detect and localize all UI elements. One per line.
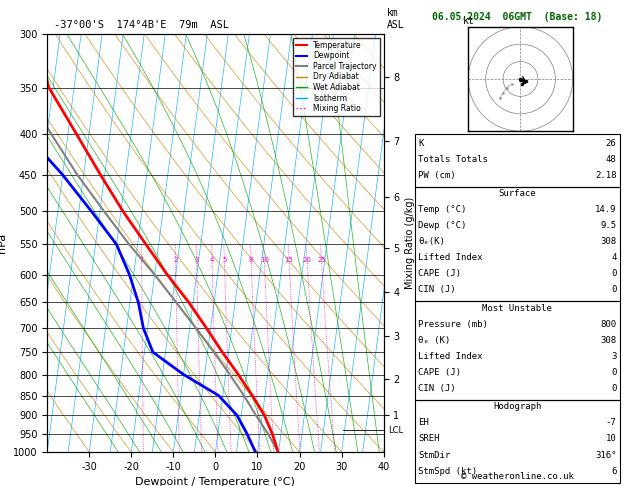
Text: 25: 25 <box>317 257 326 263</box>
Text: CAPE (J): CAPE (J) <box>418 368 461 377</box>
Text: 3: 3 <box>611 352 616 361</box>
Text: CIN (J): CIN (J) <box>418 285 456 295</box>
Text: 800: 800 <box>600 320 616 329</box>
Text: K: K <box>418 139 424 148</box>
Text: 8: 8 <box>249 257 253 263</box>
Text: km
ASL: km ASL <box>387 8 404 30</box>
Text: 308: 308 <box>600 237 616 246</box>
Text: 9.5: 9.5 <box>600 221 616 230</box>
Text: Hodograph: Hodograph <box>493 402 542 412</box>
Text: Lifted Index: Lifted Index <box>418 253 483 262</box>
Text: θₑ(K): θₑ(K) <box>418 237 445 246</box>
Text: StmDir: StmDir <box>418 451 450 460</box>
Text: CIN (J): CIN (J) <box>418 384 456 393</box>
Text: 06.05.2024  06GMT  (Base: 18): 06.05.2024 06GMT (Base: 18) <box>432 12 603 22</box>
Text: 6: 6 <box>611 467 616 476</box>
Text: 10: 10 <box>606 434 616 444</box>
Text: CAPE (J): CAPE (J) <box>418 269 461 278</box>
Text: 3: 3 <box>194 257 199 263</box>
Text: 14.9: 14.9 <box>595 205 616 214</box>
Text: SREH: SREH <box>418 434 440 444</box>
Text: 4: 4 <box>611 253 616 262</box>
Text: 4: 4 <box>210 257 214 263</box>
Text: 0: 0 <box>611 368 616 377</box>
Text: -37°00'S  174°4B'E  79m  ASL: -37°00'S 174°4B'E 79m ASL <box>54 20 229 30</box>
Text: kt: kt <box>463 16 475 26</box>
Text: PW (cm): PW (cm) <box>418 171 456 180</box>
Text: 48: 48 <box>606 155 616 164</box>
Text: -7: -7 <box>606 418 616 428</box>
Text: Temp (°C): Temp (°C) <box>418 205 467 214</box>
Text: 0: 0 <box>611 384 616 393</box>
Text: Most Unstable: Most Unstable <box>482 304 552 313</box>
Text: 0: 0 <box>611 269 616 278</box>
Text: 316°: 316° <box>595 451 616 460</box>
Text: 0: 0 <box>611 285 616 295</box>
Text: 2: 2 <box>174 257 178 263</box>
Text: LCL: LCL <box>388 426 403 435</box>
Text: 10: 10 <box>260 257 269 263</box>
Text: EH: EH <box>418 418 429 428</box>
Text: 5: 5 <box>222 257 226 263</box>
Text: Pressure (mb): Pressure (mb) <box>418 320 488 329</box>
Legend: Temperature, Dewpoint, Parcel Trajectory, Dry Adiabat, Wet Adiabat, Isotherm, Mi: Temperature, Dewpoint, Parcel Trajectory… <box>292 38 380 116</box>
Text: 15: 15 <box>285 257 294 263</box>
Text: 308: 308 <box>600 336 616 345</box>
Text: Totals Totals: Totals Totals <box>418 155 488 164</box>
Text: © weatheronline.co.uk: © weatheronline.co.uk <box>461 472 574 481</box>
Text: 1: 1 <box>140 257 144 263</box>
Text: 2.18: 2.18 <box>595 171 616 180</box>
X-axis label: Dewpoint / Temperature (°C): Dewpoint / Temperature (°C) <box>135 477 296 486</box>
Text: Surface: Surface <box>499 189 536 198</box>
Text: θₑ (K): θₑ (K) <box>418 336 450 345</box>
Text: Dewp (°C): Dewp (°C) <box>418 221 467 230</box>
Y-axis label: hPa: hPa <box>0 233 8 253</box>
Text: 26: 26 <box>606 139 616 148</box>
Text: Lifted Index: Lifted Index <box>418 352 483 361</box>
Text: 20: 20 <box>303 257 312 263</box>
Y-axis label: Mixing Ratio (g/kg): Mixing Ratio (g/kg) <box>405 197 415 289</box>
Text: StmSpd (kt): StmSpd (kt) <box>418 467 477 476</box>
